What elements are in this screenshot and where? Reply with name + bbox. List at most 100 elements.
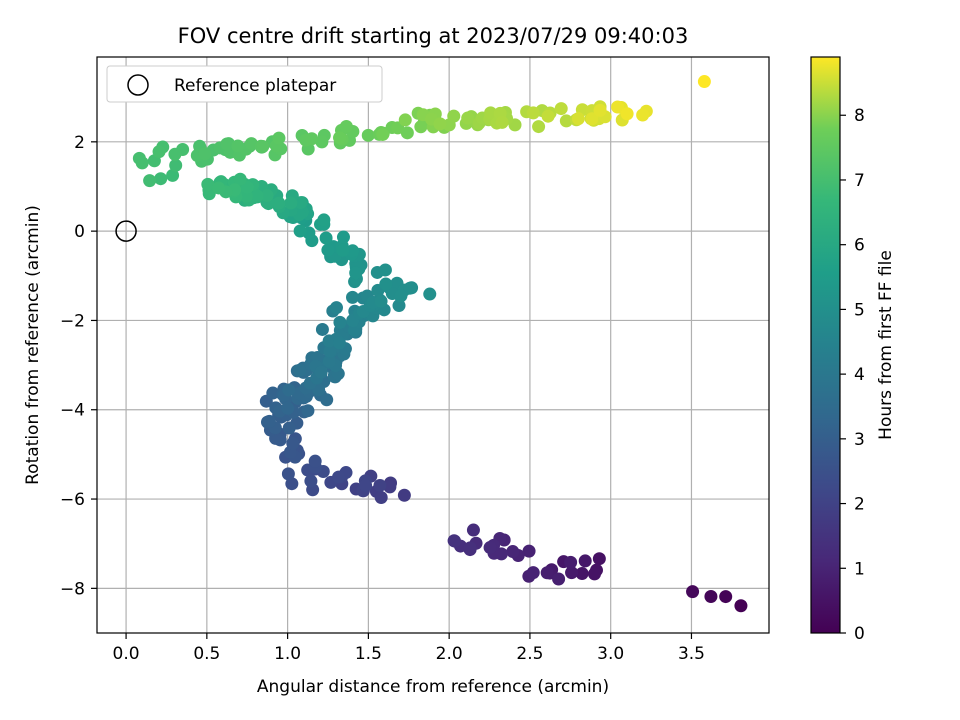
colorbar-tick-label: 7 xyxy=(854,171,865,191)
data-point xyxy=(166,168,180,182)
x-tick-label: 1.0 xyxy=(274,644,301,664)
colorbar-tick-label: 2 xyxy=(854,495,865,515)
y-tick-label: 0 xyxy=(74,222,85,242)
data-point xyxy=(346,290,360,304)
data-point xyxy=(571,112,585,126)
data-point xyxy=(361,128,375,142)
data-point xyxy=(282,383,296,397)
data-point xyxy=(403,281,417,295)
data-point xyxy=(305,132,319,146)
legend-entry-reference: Reference platepar xyxy=(174,76,336,96)
data-point xyxy=(398,113,412,127)
data-point xyxy=(250,189,264,203)
data-point xyxy=(281,401,295,415)
x-axis-ticks: 0.0 0.5 1.0 1.5 2.0 2.5 3.0 3.5 xyxy=(113,633,705,664)
data-point xyxy=(397,488,411,502)
legend-box xyxy=(106,65,383,103)
data-point xyxy=(483,541,497,555)
data-point xyxy=(611,100,625,114)
data-point xyxy=(463,541,477,555)
data-point xyxy=(565,566,579,580)
data-point xyxy=(320,393,334,407)
data-point xyxy=(433,117,447,131)
data-point xyxy=(346,244,360,258)
data-point xyxy=(333,131,347,145)
data-point xyxy=(212,181,226,195)
data-point xyxy=(522,544,536,558)
colorbar-tick-label: 6 xyxy=(854,236,865,256)
data-point xyxy=(552,572,566,586)
legend: Reference platepar xyxy=(106,65,383,103)
data-point xyxy=(374,294,388,308)
data-point xyxy=(198,147,212,161)
data-point xyxy=(585,112,599,126)
data-point xyxy=(315,322,329,336)
data-point xyxy=(201,177,215,191)
data-point xyxy=(592,552,606,566)
data-point xyxy=(308,454,322,468)
colorbar-tick-label: 1 xyxy=(854,559,865,579)
y-tick-label: −8 xyxy=(60,579,85,599)
data-point xyxy=(414,120,428,134)
data-point xyxy=(256,140,270,154)
data-point xyxy=(322,334,336,348)
y-tick-label: −6 xyxy=(60,490,85,510)
data-point xyxy=(697,75,711,89)
data-point xyxy=(379,277,393,291)
data-point xyxy=(284,196,298,210)
y-tick-label: −2 xyxy=(60,311,85,331)
data-point xyxy=(559,114,573,128)
data-point xyxy=(154,172,168,186)
data-point xyxy=(506,545,520,559)
data-point xyxy=(286,436,300,450)
data-point xyxy=(282,421,296,435)
x-tick-label: 0.0 xyxy=(113,644,140,664)
data-point xyxy=(376,127,390,141)
data-point xyxy=(495,115,509,129)
data-point xyxy=(262,414,276,428)
plot-frame xyxy=(96,56,770,634)
data-point xyxy=(378,263,392,277)
data-point xyxy=(169,158,183,172)
data-point xyxy=(564,555,578,569)
colorbar-ticks: 0 1 2 3 4 5 6 7 8 xyxy=(840,106,865,644)
data-point xyxy=(266,386,280,400)
x-tick-label: 2.0 xyxy=(436,644,463,664)
data-point xyxy=(293,224,307,238)
data-point xyxy=(220,137,234,151)
legend-marker-icon xyxy=(127,74,149,96)
data-point xyxy=(332,470,346,484)
data-point xyxy=(554,102,568,116)
data-point xyxy=(620,107,634,121)
x-tick-label: 2.5 xyxy=(516,644,543,664)
data-point xyxy=(260,189,274,203)
data-point xyxy=(374,491,388,505)
data-point xyxy=(719,590,733,604)
data-point xyxy=(293,363,307,377)
reference-marker xyxy=(115,220,137,242)
colorbar-tick-label: 5 xyxy=(854,300,865,320)
y-axis-label: Rotation from reference (arcmin) xyxy=(23,205,43,485)
data-point xyxy=(233,172,247,186)
data-point xyxy=(392,299,406,313)
x-tick-label: 3.0 xyxy=(597,644,624,664)
data-point xyxy=(231,139,245,153)
colorbar xyxy=(810,56,841,634)
data-point xyxy=(578,554,592,568)
data-point xyxy=(461,111,475,125)
colorbar-label: Hours from first FF file xyxy=(876,250,896,440)
data-point xyxy=(540,566,554,580)
data-point xyxy=(333,315,347,329)
grid-lines xyxy=(97,57,769,633)
data-point xyxy=(448,534,462,548)
data-point xyxy=(315,135,329,149)
data-point xyxy=(281,467,295,481)
data-point xyxy=(321,243,335,257)
data-point xyxy=(593,103,607,117)
data-points xyxy=(132,75,748,613)
data-point xyxy=(322,354,336,368)
data-point xyxy=(168,147,182,161)
y-tick-label: −4 xyxy=(60,401,85,421)
data-point xyxy=(336,243,350,257)
